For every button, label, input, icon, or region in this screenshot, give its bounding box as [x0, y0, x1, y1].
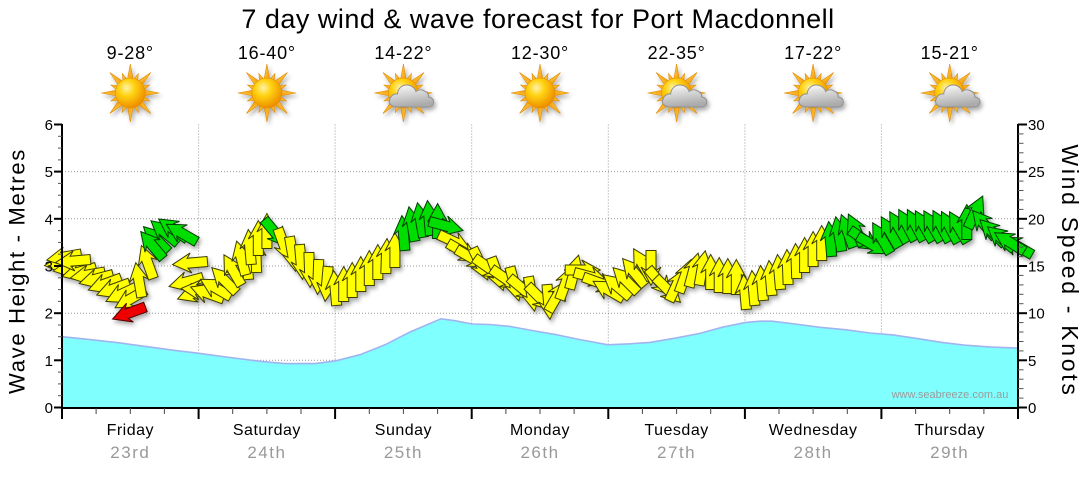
svg-text:2: 2 — [45, 306, 53, 323]
svg-text:16-40°: 16-40° — [238, 43, 296, 63]
svg-text:Wave Height - Metres: Wave Height - Metres — [5, 148, 30, 394]
svg-text:6: 6 — [45, 117, 53, 134]
svg-text:5: 5 — [1028, 353, 1036, 370]
svg-text:www.seabreeze.com.au: www.seabreeze.com.au — [891, 389, 1009, 401]
svg-text:30: 30 — [1028, 117, 1045, 134]
svg-text:25: 25 — [1028, 164, 1045, 181]
svg-text:14-22°: 14-22° — [374, 43, 432, 63]
svg-text:17-22°: 17-22° — [784, 43, 842, 63]
svg-text:23rd: 23rd — [110, 443, 150, 462]
svg-text:Wind Speed - Knots: Wind Speed - Knots — [1057, 144, 1080, 397]
svg-text:3: 3 — [45, 259, 53, 276]
svg-text:Tuesday: Tuesday — [644, 422, 708, 439]
svg-text:Sunday: Sunday — [375, 422, 432, 439]
svg-text:0: 0 — [1028, 400, 1036, 417]
svg-text:25th: 25th — [384, 443, 423, 462]
svg-text:15-21°: 15-21° — [921, 43, 979, 63]
svg-text:Wednesday: Wednesday — [769, 422, 858, 439]
svg-text:27th: 27th — [657, 443, 696, 462]
svg-text:7 day wind & wave forecast for: 7 day wind & wave forecast for Port Macd… — [241, 4, 834, 34]
svg-text:9-28°: 9-28° — [107, 43, 154, 63]
svg-text:20: 20 — [1028, 211, 1045, 228]
svg-text:0: 0 — [45, 400, 53, 417]
svg-text:15: 15 — [1028, 259, 1045, 276]
svg-text:Saturday: Saturday — [233, 422, 301, 439]
svg-text:Monday: Monday — [510, 422, 570, 439]
svg-text:12-30°: 12-30° — [511, 43, 569, 63]
svg-text:28th: 28th — [794, 443, 833, 462]
svg-text:10: 10 — [1028, 306, 1045, 323]
svg-text:26th: 26th — [520, 443, 559, 462]
svg-text:4: 4 — [45, 211, 53, 228]
svg-text:Friday: Friday — [107, 422, 154, 439]
svg-text:22-35°: 22-35° — [648, 43, 706, 63]
svg-text:Thursday: Thursday — [914, 422, 985, 439]
svg-text:24th: 24th — [247, 443, 286, 462]
svg-text:1: 1 — [45, 353, 53, 370]
svg-text:5: 5 — [45, 164, 53, 181]
svg-text:29th: 29th — [930, 443, 969, 462]
